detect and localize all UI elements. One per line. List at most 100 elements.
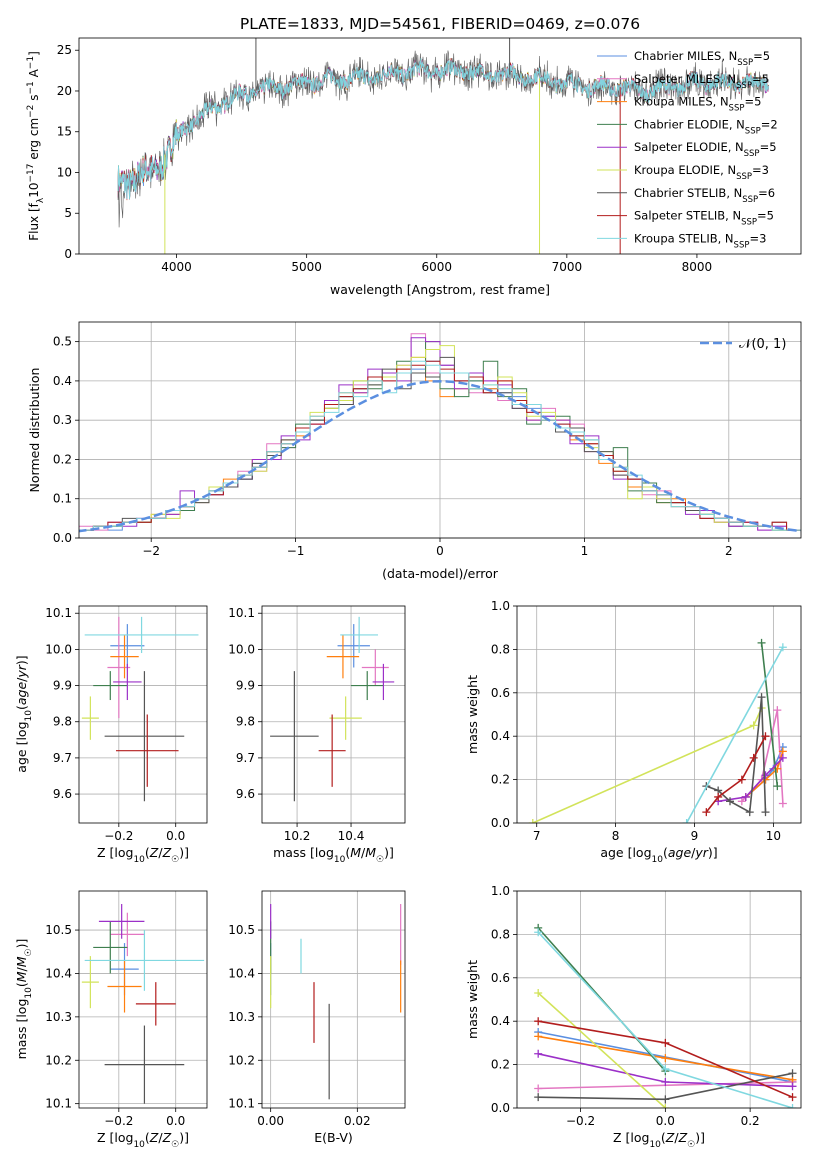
x-axis-label-part: Z — [149, 1130, 159, 1145]
y-tick-label: 5 — [64, 206, 72, 220]
series-marker — [761, 771, 770, 780]
errorbar-salpeter-miles — [361, 649, 389, 686]
series-salpeter-stelib — [534, 1017, 797, 1102]
x-axis-label: E(B-V) — [314, 1130, 353, 1145]
series-marker — [773, 782, 782, 791]
y-tick-label: 0.8 — [491, 927, 510, 941]
x-axis-label-part: ☉ — [171, 1140, 179, 1150]
legend-entry: Kroupa MILES, NSSP=5 — [634, 95, 761, 114]
y-tick-label: 10.4 — [45, 966, 72, 980]
x-axis-label-part: ☉ — [687, 1140, 695, 1150]
legend-entry: 𝒩(0, 1) — [739, 337, 786, 352]
x-axis-label-part: Z [log — [97, 845, 133, 860]
y-tick-label: 0.6 — [491, 971, 510, 985]
series-marker — [778, 799, 787, 808]
y-axis-label-part: ] — [27, 51, 41, 56]
series-marker — [757, 693, 766, 702]
legend-entry-label: Chabrier MILES, N — [634, 49, 737, 63]
x-axis-label-part: ( — [145, 1130, 150, 1145]
y-tick-label: 1.0 — [491, 884, 510, 898]
legend-entry-tail: =5 — [757, 209, 774, 223]
legend-entry-sub: SSP — [741, 218, 757, 228]
x-axis-label-part: Z [log — [97, 1130, 133, 1145]
errorbar-kroupa-stelib — [84, 930, 205, 991]
y-axis-label-part: M — [14, 956, 29, 967]
x-axis-label: mass [log10(M/M☉)] — [273, 845, 394, 865]
series-kroupa-stelib — [534, 928, 797, 1108]
legend-entry-tail: =6 — [758, 186, 775, 200]
y-axis-label: mass weight — [465, 675, 480, 754]
errorbar-kroupa-elodie — [81, 696, 99, 740]
legend-entry-sub: SSP — [734, 240, 750, 250]
x-axis-label-part: Z — [149, 845, 159, 860]
plot-area — [270, 904, 402, 1100]
x-axis-label-part: )] — [384, 845, 394, 860]
legend-entry-label: Chabrier ELODIE, N — [634, 117, 745, 131]
series-marker — [661, 1095, 670, 1104]
x-axis-label-part: Z — [162, 845, 172, 860]
chart-panel-2: −0.2 0.09.69.79.89.910.010.1Z [log10(Z/Z☉… — [14, 605, 208, 865]
errorbar-chabrier-miles — [110, 624, 145, 668]
axes-frame — [78, 37, 802, 255]
legend-entry: Salpeter STELIB, NSSP=5 — [634, 209, 774, 228]
x-tick-label: 5000 — [291, 260, 322, 274]
plot-area — [81, 904, 205, 1104]
x-axis-label-part: age — [668, 845, 692, 860]
x-axis-label-part: 10 — [133, 1140, 145, 1150]
series-marker — [714, 792, 723, 801]
errorbar-chabrier-stelib — [104, 671, 185, 802]
y-tick-label: 20 — [57, 84, 72, 98]
series-marker — [534, 1093, 543, 1102]
series-marker — [702, 808, 711, 817]
figure-title: PLATE=1833, MJD=54561, FIBERID=0469, z=0… — [240, 15, 640, 33]
x-tick-label: 8 — [612, 829, 620, 843]
x-axis-label-part: ( — [345, 845, 350, 860]
legend-entry: Chabrier MILES, NSSP=5 — [634, 49, 770, 68]
legend-entry-tail: =5 — [760, 140, 777, 154]
x-tick-label: 10.2 — [284, 829, 311, 843]
y-axis-label-part: −1 — [26, 81, 36, 94]
y-tick-label: 10.2 — [228, 1053, 255, 1067]
x-axis-label-part: ( — [661, 1130, 666, 1145]
y-tick-label: 10.5 — [228, 923, 255, 937]
plot-area — [270, 616, 395, 802]
legend-entry-sub: SSP — [736, 81, 752, 91]
errorbar-salpeter-elodie — [372, 663, 395, 701]
chart-panel-7: −0.2 0.0 0.20.00.20.40.60.81.0Z [log10(Z/Z… — [465, 884, 802, 1150]
errorbar-kroupa-elodie — [81, 956, 99, 1009]
x-axis-label-part: Z — [678, 1130, 688, 1145]
x-axis-label-part: 10 — [649, 1140, 661, 1150]
x-axis-label-part: yr — [694, 845, 708, 860]
x-axis-label-part: ☉ — [171, 855, 179, 865]
series-marker — [741, 792, 750, 801]
x-axis-label: age [log10(age/yr)] — [600, 845, 717, 865]
y-axis-label-part: A — [27, 68, 41, 81]
x-axis-label-part: E(B-V) — [314, 1130, 353, 1145]
x-axis-label-part: )] — [695, 1130, 705, 1145]
y-axis-label-part: Flux [f — [27, 202, 41, 240]
errorbar-kroupa-elodie — [329, 696, 362, 740]
y-tick-label: 15 — [57, 125, 72, 139]
x-axis-label-part: 10 — [133, 855, 145, 865]
series-marker — [788, 1082, 797, 1091]
series-marker — [773, 706, 782, 715]
series-marker — [788, 1069, 797, 1078]
chart-panel-0: 4000 5000 6000 7000 8000 0 5 10 15 20 25 wavelength… — [26, 37, 802, 297]
x-axis-label-part: age [log — [600, 845, 651, 860]
y-tick-label: 10.1 — [45, 606, 72, 620]
series-line — [537, 992, 666, 1108]
x-axis-label-part: ( — [145, 845, 150, 860]
axes-frame — [261, 605, 406, 824]
x-tick-label: 6000 — [421, 260, 452, 274]
y-axis-label-part: ( — [14, 705, 29, 710]
legend-entry-label: Kroupa ELODIE, N — [634, 163, 736, 177]
x-tick-label: 9 — [691, 829, 699, 843]
y-tick-label: 10.1 — [228, 1097, 255, 1111]
y-axis-label: age [log10(age/yr)] — [14, 655, 34, 772]
errorbar-chabrier-stelib — [104, 1025, 185, 1104]
y-tick-label: 0.1 — [53, 492, 72, 506]
x-axis-label-part: )] — [708, 845, 718, 860]
y-tick-label: 9.8 — [53, 715, 72, 729]
x-tick-label: −0.2 — [104, 1114, 133, 1128]
